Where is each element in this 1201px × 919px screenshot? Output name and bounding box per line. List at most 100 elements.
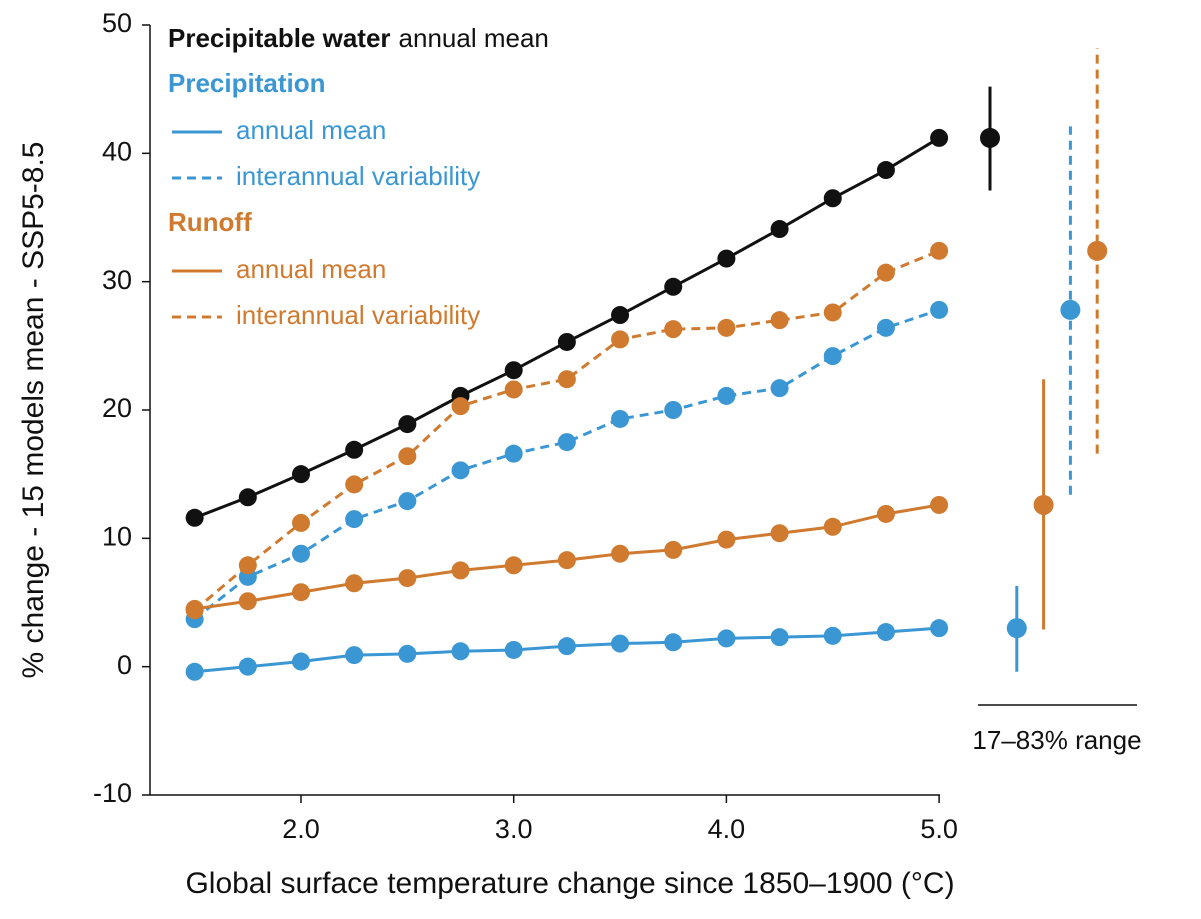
point: [664, 540, 683, 559]
point: [823, 517, 842, 536]
range-mean: [1006, 618, 1027, 639]
point: [876, 504, 895, 523]
point: [398, 644, 417, 663]
point: [451, 642, 470, 661]
series-line: [193, 249, 940, 612]
range-mean: [1033, 494, 1054, 515]
point: [930, 619, 949, 638]
point: [238, 592, 257, 611]
point: [823, 626, 842, 645]
point: [345, 646, 364, 665]
point: [770, 524, 789, 543]
y-tick-label: -10: [93, 778, 132, 808]
point: [876, 161, 895, 180]
y-tick-label: 0: [117, 650, 132, 680]
point: [398, 492, 417, 511]
x-tick-label: 4.0: [708, 814, 746, 844]
point: [823, 189, 842, 208]
point: [611, 409, 630, 428]
point: [930, 300, 949, 319]
point: [557, 370, 576, 389]
point: [557, 637, 576, 656]
point: [292, 583, 310, 602]
point: [664, 320, 683, 339]
y-tick-label: 10: [102, 521, 132, 551]
point: [717, 530, 736, 549]
point: [557, 551, 576, 570]
point: [345, 475, 364, 494]
point: [557, 332, 576, 351]
y-tick-label: 20: [102, 393, 132, 423]
point: [717, 629, 736, 648]
point: [930, 128, 949, 147]
point: [611, 306, 630, 325]
point: [611, 634, 630, 653]
point: [345, 574, 364, 593]
point: [664, 277, 683, 296]
point: [292, 544, 310, 563]
point: [876, 623, 895, 642]
legend-group: Precipitation: [168, 68, 325, 98]
series-line: [193, 308, 940, 621]
legend-label: annual mean: [236, 115, 386, 145]
y-axis-label: % change - 15 models mean - SSP5-8.5: [17, 142, 50, 679]
range-mean: [980, 127, 1000, 148]
point: [664, 401, 683, 419]
point: [823, 303, 842, 322]
point: [185, 601, 204, 620]
legend-label: annual mean: [236, 254, 386, 284]
point: [238, 556, 257, 575]
point: [504, 444, 523, 463]
x-tick-label: 5.0: [920, 814, 958, 844]
point: [770, 628, 789, 647]
point: [770, 379, 789, 398]
point: [611, 544, 630, 563]
point: [451, 561, 470, 580]
point: [504, 556, 523, 575]
point: [292, 652, 310, 671]
legend-entry: Precipitable water annual mean: [168, 23, 549, 53]
point: [504, 380, 523, 399]
y-tick-label: 30: [102, 265, 132, 295]
point: [345, 440, 364, 459]
point: [238, 488, 257, 507]
point: [504, 361, 523, 380]
point: [185, 662, 204, 681]
point: [876, 318, 895, 337]
point: [717, 386, 736, 405]
point: [611, 330, 630, 349]
point: [930, 495, 949, 514]
point: [770, 220, 789, 239]
range-mean: [1060, 299, 1081, 320]
point: [345, 510, 364, 529]
point: [292, 465, 310, 484]
point: [717, 249, 736, 268]
point: [292, 513, 310, 532]
legend-label: interannual variability: [236, 300, 480, 330]
range-label: 17–83% range: [972, 725, 1141, 755]
legend-group: Precipitable water: [168, 23, 391, 53]
point: [451, 461, 470, 480]
legend-group: Runoff: [168, 207, 252, 237]
range-mean: [1087, 240, 1108, 261]
point: [504, 640, 523, 659]
point: [398, 415, 417, 434]
point: [876, 263, 895, 282]
y-tick-label: 40: [102, 136, 132, 166]
point: [664, 633, 683, 652]
legend-label: interannual variability: [236, 161, 480, 191]
point: [930, 241, 949, 260]
point: [185, 508, 204, 527]
point: [398, 447, 417, 466]
x-tick-label: 2.0: [282, 814, 320, 844]
point: [717, 318, 736, 337]
point: [451, 397, 470, 416]
point: [398, 569, 417, 588]
point: [238, 657, 257, 676]
point: [557, 433, 576, 452]
x-tick-label: 3.0: [495, 814, 533, 844]
point: [823, 347, 842, 366]
legend-label: annual mean: [399, 23, 549, 53]
y-tick-label: 50: [102, 8, 132, 38]
